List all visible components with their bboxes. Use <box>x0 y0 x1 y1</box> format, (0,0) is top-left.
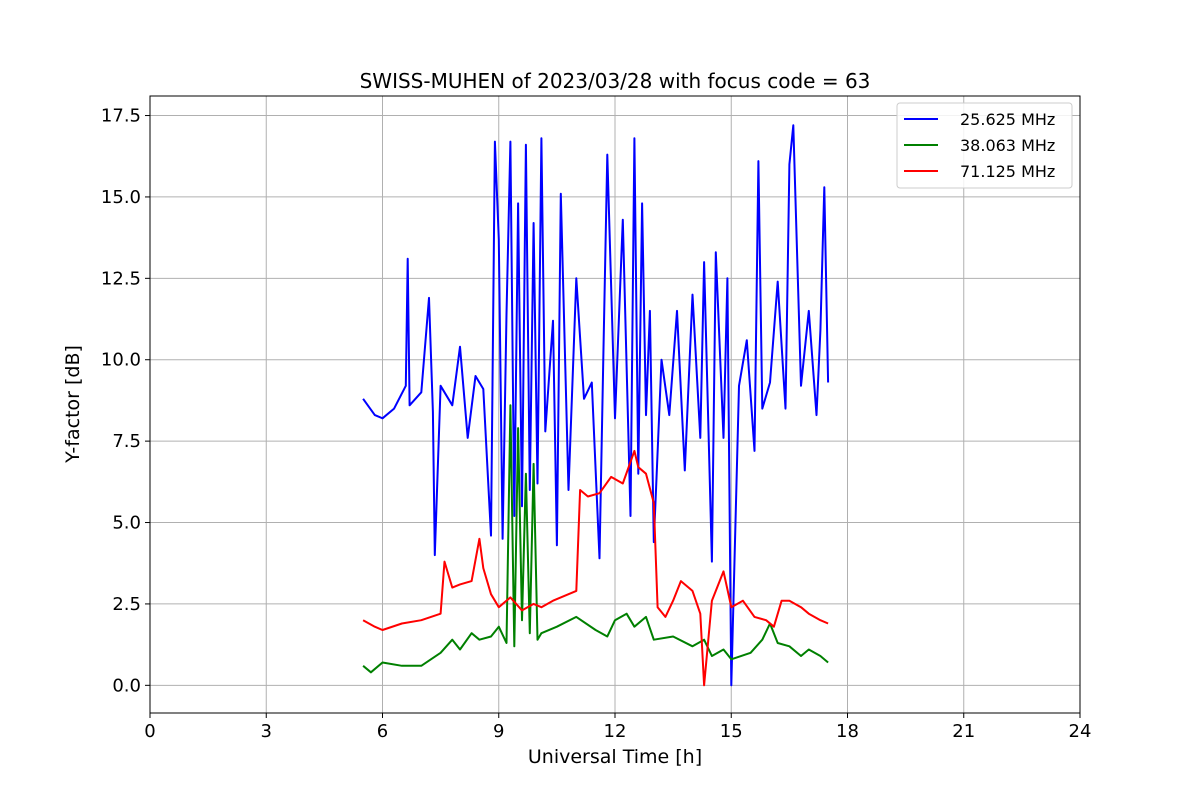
chart-title: SWISS-MUHEN of 2023/03/28 with focus cod… <box>360 69 871 93</box>
series-line-25-625-mhz <box>362 124 830 687</box>
legend: 25.625 MHz 38.063 MHz 71.125 MHz <box>896 102 1073 189</box>
legend-label-38063: 38.063 MHz <box>960 136 1055 155</box>
series-line-38-063-mhz <box>362 404 829 674</box>
y-tick-label: 0.0 <box>112 675 141 696</box>
series-line-71-125-mhz <box>362 449 829 687</box>
y-tick-label: 17.5 <box>101 106 141 127</box>
y-tick-label: 15.0 <box>101 187 141 208</box>
x-axis-label: Universal Time [h] <box>528 746 702 768</box>
x-tick-label: 18 <box>836 721 859 742</box>
x-tick-label: 9 <box>493 721 504 742</box>
y-tick-label: 12.5 <box>101 268 141 289</box>
y-axis-label: Y-factor [dB] <box>62 345 84 464</box>
y-tick-label: 7.5 <box>112 431 141 452</box>
legend-box <box>896 102 1073 189</box>
series-layer <box>362 124 830 687</box>
x-tick-label: 6 <box>377 721 388 742</box>
x-axis: 0 3 6 9 12 15 18 21 24 <box>144 713 1091 742</box>
x-tick-label: 0 <box>144 721 155 742</box>
x-tick-label: 24 <box>1069 721 1092 742</box>
x-tick-label: 21 <box>952 721 975 742</box>
x-tick-label: 12 <box>604 721 627 742</box>
y-tick-label: 2.5 <box>112 594 141 615</box>
x-tick-label: 3 <box>261 721 272 742</box>
y-tick-label: 10.0 <box>101 350 141 371</box>
grid <box>149 96 1081 713</box>
x-tick-label: 15 <box>720 721 743 742</box>
legend-label-25625: 25.625 MHz <box>960 110 1055 129</box>
legend-label-71125: 71.125 MHz <box>960 162 1055 181</box>
y-axis: 0.0 2.5 5.0 7.5 10.0 12.5 15.0 17.5 <box>101 106 150 696</box>
y-tick-label: 5.0 <box>112 513 141 534</box>
